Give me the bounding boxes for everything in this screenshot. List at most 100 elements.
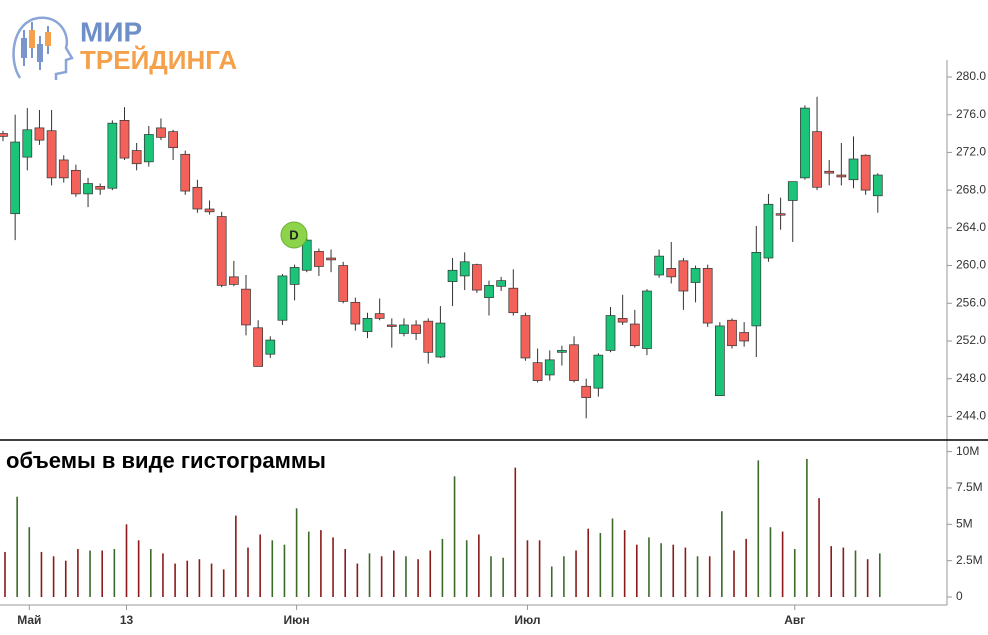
volume-bar	[636, 544, 638, 598]
volume-bar	[648, 537, 650, 598]
candle-body	[496, 280, 506, 287]
y-tick-label: 248.0	[956, 371, 986, 385]
candle-body	[58, 159, 69, 179]
candle-body	[95, 186, 106, 190]
candle-body	[836, 174, 847, 178]
volume-bar	[283, 544, 286, 598]
volume-bar	[125, 524, 128, 598]
x-tick-label: Авг	[784, 613, 805, 627]
candle-body	[544, 359, 555, 376]
candle-body	[362, 318, 373, 332]
x-tick-label: Июл	[514, 613, 540, 627]
volume-bar	[89, 550, 91, 598]
y-tick-label: 2.5M	[956, 553, 983, 567]
y-tick-label: 7.5M	[956, 480, 983, 494]
candle-body	[374, 313, 385, 319]
candle-body	[216, 216, 227, 286]
volume-bar	[174, 563, 176, 598]
volume-bar	[733, 550, 735, 598]
volume-bar	[745, 538, 747, 598]
volume-bar	[4, 551, 6, 598]
volume-bar	[465, 540, 468, 598]
marker-label: D	[289, 227, 298, 242]
volume-bar	[623, 530, 626, 598]
candle-body	[629, 323, 640, 347]
candle-body	[143, 134, 154, 163]
candle-body	[860, 154, 871, 191]
candle-body	[204, 208, 215, 213]
volume-bar	[696, 556, 699, 598]
volume-bar	[198, 559, 201, 598]
candle-body	[301, 239, 312, 271]
candle-body	[131, 150, 142, 165]
y-tick-label: 260.0	[956, 258, 986, 272]
volume-bar	[429, 550, 432, 598]
candle-body	[229, 276, 239, 285]
candle-body	[168, 131, 178, 149]
volume-bar	[259, 534, 261, 598]
logo-candle	[29, 30, 35, 48]
volume-bar	[757, 460, 760, 598]
volume-bar	[793, 549, 796, 598]
volume-bar	[210, 563, 213, 598]
volume-bar	[247, 547, 249, 598]
volume-bar	[721, 511, 723, 598]
volume-bar	[708, 556, 711, 598]
y-tick-label: 10M	[956, 444, 979, 458]
volume-bar	[64, 560, 67, 598]
volume-bar	[113, 549, 116, 598]
volume-bar	[380, 556, 383, 598]
volume-bar	[162, 553, 164, 598]
logo: МИР ТРЕЙДИНГА	[12, 16, 237, 80]
logo-candle	[45, 32, 51, 46]
candle-body	[532, 362, 543, 381]
y-tick-label: 280.0	[956, 69, 986, 83]
candle-body	[180, 153, 191, 192]
candle-body	[593, 354, 604, 389]
candle-body	[702, 268, 713, 324]
candle-body	[277, 275, 288, 321]
volume-bar	[490, 556, 492, 598]
volume-bar	[137, 540, 140, 598]
y-tick-label: 5M	[956, 516, 973, 530]
volume-bar	[587, 528, 589, 598]
volume-bar	[538, 540, 541, 598]
candle-body	[812, 131, 822, 188]
x-tick-label: 13	[120, 613, 134, 627]
volume-bar	[52, 556, 55, 598]
volume-bar	[830, 546, 832, 598]
candle-body	[654, 255, 664, 276]
candle-body	[423, 320, 434, 353]
candle-body	[265, 339, 276, 355]
volume-bar	[186, 560, 189, 598]
volume-bar	[77, 549, 79, 598]
volume-bar	[405, 556, 407, 598]
candle-body	[46, 130, 57, 179]
candle-body	[71, 169, 81, 195]
volume-bar	[599, 533, 602, 598]
candle-body	[119, 119, 130, 159]
candle-body	[34, 127, 45, 141]
candle-body	[484, 285, 494, 298]
volume-bar	[295, 508, 298, 598]
volume-bar	[575, 550, 577, 598]
volume-bar	[222, 569, 225, 598]
candle-body	[520, 315, 531, 359]
volume-bar	[502, 557, 504, 598]
candle-body	[241, 288, 251, 326]
volume-bar	[16, 496, 18, 598]
candle-body	[727, 319, 737, 347]
candle-body	[824, 170, 835, 174]
volume-bar	[28, 527, 31, 598]
volume-bar	[818, 498, 820, 598]
volume-bar	[150, 549, 152, 598]
candle-body	[22, 129, 33, 158]
marker-circle	[280, 221, 308, 249]
volume-bar	[842, 547, 845, 598]
volume-bar	[101, 550, 103, 598]
candle-body	[0, 133, 8, 137]
candle-body	[314, 251, 324, 267]
volume-bar	[478, 534, 480, 598]
volume-bar	[550, 566, 553, 598]
